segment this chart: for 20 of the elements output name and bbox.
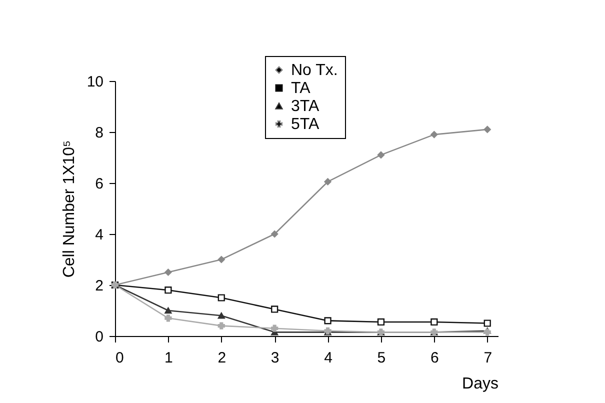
y-tick-label: 0 [95, 328, 104, 346]
x-tick-label: 4 [324, 350, 332, 366]
legend-label: 5TA [291, 116, 320, 133]
x-tick-label: 3 [270, 350, 280, 366]
x-tick-label: 2 [218, 350, 226, 366]
y-tick-label: 10 [86, 74, 104, 90]
y-tick-label: 4 [95, 226, 104, 244]
legend-label: No Tx. [291, 62, 338, 79]
y-tick-label: 8 [95, 124, 104, 142]
x-tick-label: 6 [430, 350, 439, 366]
legend-label: 3TA [291, 98, 320, 115]
y-tick-label: 2 [95, 278, 104, 294]
x-axis-title: Days [462, 376, 498, 392]
y-tick-label: 6 [95, 176, 104, 192]
x-tick-label: 0 [116, 350, 124, 366]
x-tick-label: 7 [484, 350, 492, 366]
legend-label: TA [291, 80, 311, 97]
x-tick-label: 5 [377, 350, 386, 366]
y-axis-title: Cell Number 1X10⁵ [60, 140, 78, 278]
x-tick-label: 1 [164, 350, 173, 366]
